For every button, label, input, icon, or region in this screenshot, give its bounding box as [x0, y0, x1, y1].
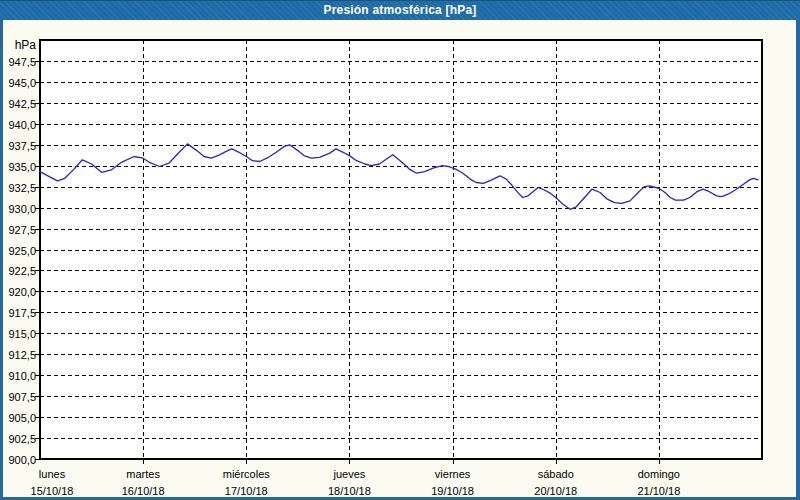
pressure-chart-canvas: hPa 947,5 945,0 942,5 940,0 937,5 935,0 932,5 93… [0, 20, 800, 497]
y-axis-unit-label: hPa [15, 38, 37, 52]
x-axis-day-label: jueves [333, 468, 366, 480]
window-title-bar: Presión atmosférica [hPa] [0, 0, 800, 20]
y-axis-tick-label: 907,5 [8, 391, 36, 403]
x-axis-date-label: 17/10/18 [225, 485, 268, 497]
y-axis-tick-label: 905,0 [8, 412, 36, 424]
x-axis-date-label: 20/10/18 [534, 485, 577, 497]
y-axis-tick-label: 920,0 [8, 286, 36, 298]
y-axis-tick-label: 937,5 [8, 140, 36, 152]
x-axis-date-label: 18/10/18 [328, 485, 371, 497]
y-axis-tick-label: 930,0 [8, 203, 36, 215]
x-axis-date-label: 16/10/18 [122, 485, 165, 497]
window-title: Presión atmosférica [hPa] [323, 3, 476, 17]
x-axis-date-label: 21/10/18 [637, 485, 680, 497]
x-axis-date-label: 19/10/18 [431, 485, 474, 497]
x-axis-day-label: sábado [538, 468, 574, 480]
y-axis-tick-label: 945,0 [8, 77, 36, 89]
y-axis-tick-label: 925,0 [8, 245, 36, 257]
y-axis-tick-label: 900,0 [8, 454, 36, 466]
y-axis-tick-label: 922,5 [8, 265, 36, 277]
x-axis-day-label: miércoles [223, 468, 271, 480]
y-axis-tick-label: 940,0 [8, 119, 36, 131]
y-axis-tick-label: 902,5 [8, 433, 36, 445]
y-axis-tick-label: 917,5 [8, 307, 36, 319]
x-axis-day-label: domingo [638, 468, 680, 480]
y-axis-tick-label: 935,0 [8, 161, 36, 173]
x-axis-day-label: lunes [39, 468, 66, 480]
x-axis-day-label: viernes [435, 468, 471, 480]
y-axis-tick-label: 910,0 [8, 370, 36, 382]
pressure-chart: hPa 947,5 945,0 942,5 940,0 937,5 935,0 932,5 93… [0, 20, 800, 497]
y-axis-tick-label: 942,5 [8, 98, 36, 110]
y-axis-tick-label: 912,5 [8, 349, 36, 361]
window-border-right [796, 20, 800, 500]
x-axis-date-label: 15/10/18 [31, 485, 74, 497]
y-axis-tick-label: 932,5 [8, 182, 36, 194]
y-axis-tick-label: 927,5 [8, 224, 36, 236]
x-axis-day-label: martes [126, 468, 160, 480]
y-axis-tick-label: 915,0 [8, 328, 36, 340]
y-axis-tick-label: 947,5 [8, 56, 36, 68]
window-border-left [0, 20, 3, 500]
